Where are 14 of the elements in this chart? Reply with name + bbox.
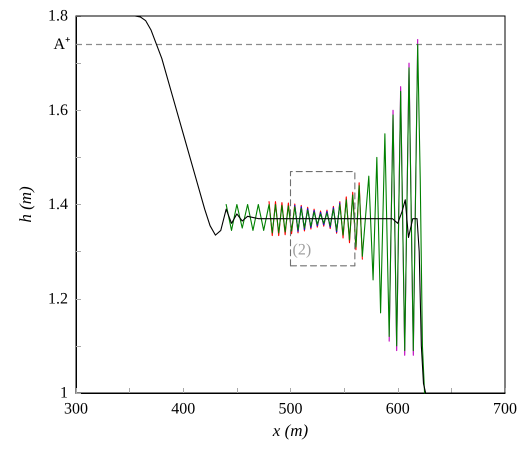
annotation: (2) [292,241,312,258]
y-tick-label: 1.4 [48,196,68,213]
x-tick-label: 300 [64,400,88,418]
x-tick-label: 500 [278,400,302,418]
y-tick-label: 1.6 [48,102,68,119]
y-axis-title: h (m) [16,186,35,223]
x-tick-label: 700 [493,400,517,418]
y-tick-label: 1.8 [48,8,68,24]
y-tick-label: 1.2 [48,290,68,308]
y-tick-label: 1 [60,384,68,402]
ref-line-label: A⁺ [53,36,70,53]
x-tick-label: 400 [171,400,196,418]
x-tick-label: 600 [386,400,410,418]
x-axis-title: x (m) [272,420,309,440]
